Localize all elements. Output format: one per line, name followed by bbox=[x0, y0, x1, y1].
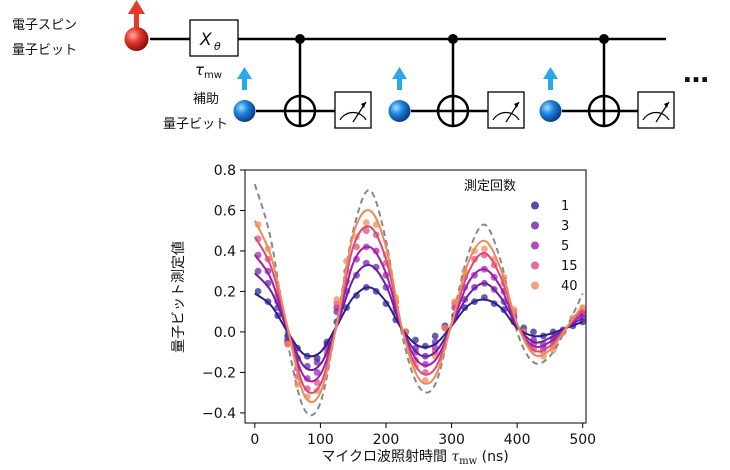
ancilla-label-line1: 補助 bbox=[193, 92, 219, 107]
y-axis-ticks: −0.4 −0.2 0.0 0.2 0.4 0.6 0.8 bbox=[202, 163, 245, 422]
gate-subscript: θ bbox=[214, 40, 221, 53]
data-point-series-5 bbox=[313, 369, 321, 376]
fit-curve-series-15 bbox=[253, 225, 584, 395]
y-tick-label: 0.6 bbox=[214, 203, 236, 219]
data-point-series-40 bbox=[284, 340, 291, 348]
ancilla-block-2 bbox=[388, 34, 525, 129]
electron-label-line2: 量子ビット bbox=[12, 43, 77, 58]
x-theta-gate: X θ bbox=[189, 19, 239, 57]
y-tick-label: 0.8 bbox=[214, 163, 236, 179]
quantum-circuit: 電子スピン 量子ビット 補助 量子ビット X θ τ mw bbox=[12, 0, 709, 132]
reference-curve bbox=[253, 183, 584, 417]
legend-label-series-3: 3 bbox=[561, 219, 569, 234]
fit-curve-series-40 bbox=[253, 209, 584, 404]
y-tick-label: 0.4 bbox=[214, 244, 236, 260]
data-point-series-5 bbox=[372, 247, 380, 255]
data-point-series-1 bbox=[530, 328, 537, 336]
y-tick-label: 0.0 bbox=[214, 325, 236, 341]
x-axis-label: マイクロ波照射時間 τmw (ns) bbox=[321, 449, 509, 467]
data-point-series-40 bbox=[333, 296, 341, 303]
fit-curve-series-1 bbox=[254, 286, 584, 358]
fit-curve-series-5 bbox=[253, 245, 584, 383]
x-tick-label: 100 bbox=[307, 432, 334, 448]
ancilla-spin-icon bbox=[233, 100, 256, 122]
legend-label-series-5: 5 bbox=[561, 239, 569, 254]
data-point-series-15 bbox=[362, 227, 370, 235]
fit-curves-layer bbox=[253, 209, 584, 404]
ancilla-spin-icon bbox=[539, 100, 562, 122]
legend-label-series-1: 1 bbox=[561, 199, 569, 214]
control-dot-icon bbox=[599, 34, 609, 44]
gate-label: X bbox=[199, 30, 212, 50]
data-point-series-3 bbox=[254, 267, 262, 275]
data-point-series-3 bbox=[313, 358, 321, 366]
legend-marker-series-15 bbox=[531, 261, 539, 270]
electron-spin-icon bbox=[124, 0, 149, 51]
y-axis-label: 量子ビット測定値 bbox=[171, 241, 187, 353]
legend: 測定回数 1 3 5 15 40 bbox=[464, 179, 578, 294]
tau-symbol: τ bbox=[195, 61, 205, 79]
x-tick-label: 0 bbox=[250, 432, 259, 448]
data-point-series-1 bbox=[254, 288, 262, 295]
fit-curve-series-3 bbox=[254, 264, 584, 372]
legend-label-series-15: 15 bbox=[561, 259, 578, 274]
legend-marker-series-40 bbox=[531, 281, 539, 290]
ancilla-spin-icon bbox=[388, 100, 411, 122]
legend-title: 測定回数 bbox=[464, 179, 516, 194]
x-tick-label: 300 bbox=[438, 432, 465, 448]
y-tick-label: −0.4 bbox=[202, 406, 236, 422]
measurement-meter-icon bbox=[487, 91, 525, 129]
data-point-series-40 bbox=[441, 324, 449, 332]
measurement-meter-icon bbox=[334, 91, 372, 129]
legend-marker-series-1 bbox=[531, 201, 539, 210]
cnot-target-icon bbox=[436, 94, 470, 128]
ancilla-block-1 bbox=[233, 34, 372, 129]
cnot-target-icon bbox=[587, 94, 621, 128]
ellipsis-icon: … bbox=[683, 59, 709, 89]
x-tick-label: 400 bbox=[504, 432, 531, 448]
dashed-reference-layer bbox=[253, 183, 584, 417]
tau-subscript: mw bbox=[204, 70, 222, 81]
cnot-target-icon bbox=[283, 94, 317, 128]
control-dot-icon bbox=[448, 34, 458, 44]
x-axis-ticks: 0 100 200 300 400 500 bbox=[250, 423, 596, 448]
plot-frame bbox=[244, 169, 587, 424]
electron-label-line1: 電子スピン bbox=[12, 18, 77, 33]
ancilla-block-3 bbox=[539, 34, 675, 129]
legend-label-series-40: 40 bbox=[561, 279, 578, 294]
x-tick-label: 200 bbox=[373, 432, 400, 448]
data-point-series-1 bbox=[353, 292, 360, 299]
legend-marker-series-3 bbox=[531, 221, 539, 230]
data-point-series-40 bbox=[362, 219, 370, 227]
legend-marker-series-5 bbox=[531, 241, 539, 250]
data-point-series-40 bbox=[481, 245, 488, 253]
chart: 0 100 200 300 400 500 −0.4 −0.2 0.0 0.2 0.4 0.6 0.8… bbox=[171, 163, 596, 467]
y-tick-label: −0.2 bbox=[202, 365, 236, 381]
ancilla-label-line2: 量子ビット bbox=[163, 117, 228, 132]
control-dot-icon bbox=[295, 34, 305, 44]
y-tick-label: 0.2 bbox=[214, 284, 236, 300]
x-tick-label: 500 bbox=[569, 432, 596, 448]
data-point-series-1 bbox=[431, 332, 439, 340]
measurement-meter-icon bbox=[637, 91, 675, 129]
